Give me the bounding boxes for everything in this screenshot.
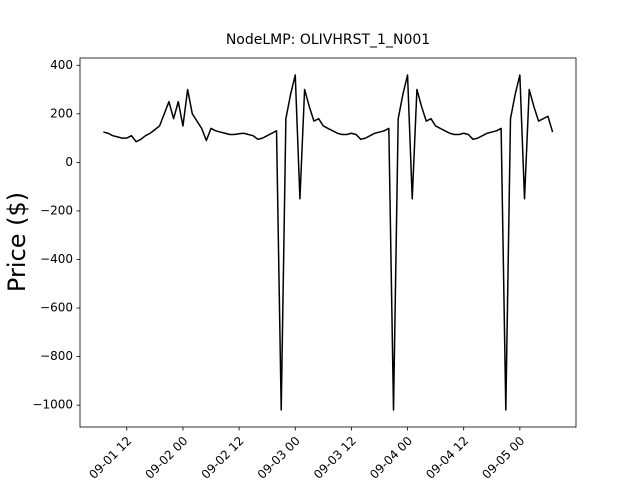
y-tick-label: −1000 bbox=[32, 398, 73, 412]
y-tick-label: −800 bbox=[40, 349, 73, 363]
x-tick-label: 09-03 12 bbox=[311, 434, 359, 480]
x-tick-label: 09-01 12 bbox=[86, 434, 134, 480]
plot-frame bbox=[79, 57, 577, 428]
x-tick-label: 09-02 12 bbox=[199, 434, 247, 480]
x-tick-label: 09-05 00 bbox=[479, 434, 527, 480]
x-tick-label: 09-03 00 bbox=[255, 434, 303, 480]
data-line bbox=[103, 74, 554, 411]
y-tick-label: 0 bbox=[65, 155, 73, 169]
x-tick-label: 09-02 00 bbox=[142, 434, 190, 480]
x-tick-label: 09-04 00 bbox=[367, 434, 415, 480]
y-tick-label: −600 bbox=[40, 301, 73, 315]
y-axis-label: Price ($) bbox=[3, 192, 31, 292]
chart-title: NodeLMP: OLIVHRST_1_N001 bbox=[226, 32, 430, 48]
x-tick-label: 09-04 12 bbox=[423, 434, 471, 480]
y-tick-label: −200 bbox=[40, 203, 73, 217]
y-tick-label: 400 bbox=[50, 58, 73, 72]
y-tick-label: 200 bbox=[50, 106, 73, 120]
y-tick-label: −400 bbox=[40, 252, 73, 266]
